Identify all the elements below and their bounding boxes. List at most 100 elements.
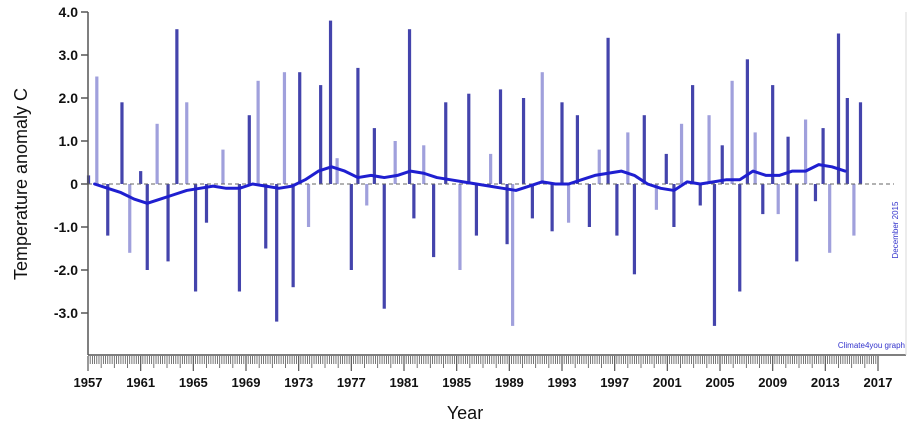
- monthly-anomaly-bar: [753, 132, 757, 184]
- monthly-anomaly-bar: [821, 128, 825, 184]
- monthly-anomaly-bar: [145, 184, 149, 270]
- x-tick-label: 1977: [337, 375, 366, 390]
- x-tick-label: 1957: [74, 375, 103, 390]
- monthly-anomaly-bar: [712, 184, 717, 326]
- monthly-anomaly-bar: [828, 184, 832, 253]
- monthly-anomaly-bar: [521, 98, 526, 184]
- running-mean-layer: [93, 163, 847, 205]
- x-tick-labels-layer: 1957 1961 1965 1969 1973 1977 1981 1985 1989 1993…: [74, 375, 893, 390]
- monthly-anomaly-bar: [412, 184, 416, 219]
- x-tick-label: 2005: [706, 375, 735, 390]
- monthly-anomaly-bar: [795, 184, 799, 262]
- monthly-anomaly-bar: [393, 141, 397, 184]
- monthly-anomaly-bar: [275, 184, 279, 322]
- monthly-anomaly-bar: [575, 115, 580, 184]
- y-tick-label: -3.0: [54, 305, 78, 321]
- monthly-anomaly-bar: [530, 184, 534, 219]
- monthly-anomaly-bar: [356, 67, 360, 184]
- monthly-anomaly-bar: [139, 171, 143, 184]
- monthly-anomaly-bar: [247, 115, 251, 184]
- monthly-anomaly-bar: [282, 72, 287, 184]
- monthly-anomaly-bar: [474, 184, 479, 236]
- monthly-anomaly-bar: [444, 102, 448, 184]
- x-tick-label: 1961: [126, 375, 155, 390]
- monthly-anomaly-bar: [95, 76, 99, 184]
- monthly-anomaly-bar: [654, 184, 659, 210]
- monthly-anomaly-bar: [803, 119, 808, 184]
- monthly-anomaly-bar: [511, 184, 515, 326]
- y-axis-title: Temperature anomaly C: [11, 88, 31, 280]
- monthly-anomaly-bar: [761, 184, 765, 215]
- monthly-anomaly-bar: [120, 102, 124, 184]
- monthly-anomaly-bar: [587, 184, 591, 227]
- y-tick-label: 1.0: [59, 133, 79, 149]
- monthly-anomaly-bar: [776, 184, 780, 215]
- monthly-anomaly-bar: [498, 89, 503, 184]
- monthly-anomaly-bar: [845, 98, 849, 184]
- monthly-anomaly-bar: [328, 20, 333, 184]
- monthly-anomaly-bar: [698, 184, 702, 206]
- monthly-anomaly-bar: [106, 184, 110, 236]
- monthly-anomaly-bar: [365, 184, 369, 206]
- monthly-anomaly-bar: [193, 184, 198, 292]
- monthly-bars-layer: [86, 20, 863, 326]
- monthly-anomaly-bar: [642, 115, 646, 184]
- monthly-anomaly-bar: [730, 80, 734, 184]
- x-tick-label: 1973: [284, 375, 313, 390]
- monthly-anomaly-bar: [679, 123, 684, 184]
- running-mean-line: [93, 163, 847, 205]
- monthly-anomaly-bar: [566, 184, 571, 223]
- monthly-anomaly-bar: [550, 184, 554, 232]
- monthly-anomaly-bar: [237, 184, 242, 292]
- x-tick-label: 1993: [548, 375, 577, 390]
- x-axis-title: Year: [447, 403, 483, 423]
- monthly-anomaly-bar: [664, 153, 668, 184]
- x-tick-label: 2017: [864, 375, 893, 390]
- monthly-anomaly-bar: [128, 184, 132, 253]
- monthly-anomaly-bar: [606, 37, 610, 184]
- x-tick-label: 2009: [758, 375, 787, 390]
- climate4you-credit: Climate4you graph: [838, 341, 905, 350]
- x-tick-label: 2001: [653, 375, 682, 390]
- monthly-anomaly-bar: [306, 184, 311, 227]
- monthly-anomaly-bar: [175, 29, 179, 185]
- monthly-anomaly-bar: [707, 115, 711, 184]
- y-tick-label: 2.0: [59, 90, 79, 106]
- monthly-anomaly-bar: [291, 184, 295, 288]
- monthly-anomaly-bar: [166, 184, 170, 262]
- monthly-anomaly-bar: [264, 184, 268, 249]
- monthly-anomaly-bar: [185, 102, 189, 184]
- x-ticks-layer: [87, 356, 879, 371]
- monthly-anomaly-bar: [155, 123, 159, 184]
- monthly-anomaly-bar: [372, 128, 376, 184]
- monthly-anomaly-bar: [560, 102, 564, 184]
- monthly-anomaly-bar: [632, 184, 637, 275]
- monthly-anomaly-bar: [221, 149, 225, 184]
- monthly-anomaly-bar: [597, 149, 601, 184]
- monthly-anomaly-bar: [489, 153, 493, 184]
- monthly-anomaly-bar: [771, 85, 775, 184]
- x-tick-label: 1997: [600, 375, 629, 390]
- monthly-anomaly-bar: [382, 184, 386, 309]
- monthly-anomaly-bar: [204, 184, 209, 223]
- monthly-anomaly-bar: [691, 85, 695, 184]
- y-tick-label: -1.0: [54, 219, 78, 235]
- monthly-anomaly-bar: [745, 59, 749, 184]
- monthly-anomaly-bar: [432, 184, 436, 258]
- monthly-anomaly-bar: [349, 184, 353, 270]
- monthly-anomaly-bar: [786, 136, 790, 184]
- monthly-anomaly-bar: [540, 72, 544, 184]
- monthly-anomaly-bar: [836, 33, 841, 184]
- monthly-anomaly-bar: [505, 184, 509, 245]
- y-tick-label: 4.0: [59, 4, 79, 20]
- x-tick-label: 1965: [179, 375, 208, 390]
- monthly-anomaly-bar: [858, 102, 863, 184]
- x-tick-label: 1989: [495, 375, 524, 390]
- monthly-anomaly-bar: [335, 158, 339, 184]
- monthly-anomaly-bar: [720, 145, 724, 184]
- monthly-anomaly-bar: [672, 184, 676, 227]
- monthly-anomaly-bar: [256, 80, 260, 184]
- monthly-anomaly-bar: [852, 184, 856, 236]
- x-tick-label: 2013: [811, 375, 840, 390]
